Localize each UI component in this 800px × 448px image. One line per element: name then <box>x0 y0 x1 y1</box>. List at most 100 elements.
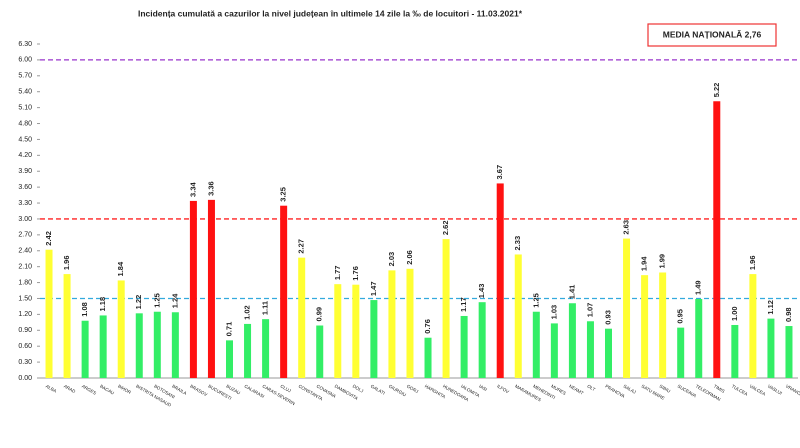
x-tick-label: CLUJ <box>280 384 292 394</box>
x-tick-label: BACAU <box>99 384 115 396</box>
value-label: 1.17 <box>459 297 468 312</box>
bar <box>605 328 612 378</box>
bar <box>695 299 703 378</box>
y-tick-label: 2.40 <box>18 248 32 255</box>
y-tick-label: 1.80 <box>18 279 32 286</box>
bar <box>352 284 360 378</box>
y-tick-label: 4.50 <box>18 136 32 143</box>
x-tick-label: SALAJ <box>622 384 636 395</box>
value-label: 1.03 <box>549 305 558 320</box>
bar <box>623 238 631 378</box>
value-label: 1.18 <box>98 297 107 312</box>
y-tick-label: 0.60 <box>18 343 32 350</box>
bar <box>514 254 522 378</box>
x-tick-label: GIURGIU <box>388 384 407 398</box>
bar <box>424 337 432 378</box>
x-tick-label: OLT <box>586 384 596 393</box>
value-label: 0.98 <box>784 307 793 322</box>
value-label: 0.71 <box>224 322 233 337</box>
value-label: 0.99 <box>315 307 324 322</box>
value-label: 1.84 <box>116 261 125 276</box>
value-label: 0.76 <box>423 319 432 334</box>
x-tick-label: VRANCEA <box>785 384 800 399</box>
bar <box>117 280 125 378</box>
value-label: 0.95 <box>676 309 685 324</box>
value-label: 1.96 <box>62 255 71 270</box>
value-label: 1.47 <box>369 281 378 296</box>
bar <box>767 318 775 378</box>
y-tick-label: 3.90 <box>18 168 32 175</box>
value-label: 1.02 <box>243 305 252 320</box>
y-tick-label: 5.40 <box>18 89 32 96</box>
bar <box>532 311 540 378</box>
value-label: 2.06 <box>405 250 414 265</box>
bar <box>370 300 378 378</box>
bar <box>244 323 252 378</box>
y-tick-label: 3.30 <box>18 200 32 207</box>
value-label: 1.22 <box>134 295 143 310</box>
bar <box>641 275 649 378</box>
annotation-box <box>647 23 777 47</box>
y-tick-label: 0.30 <box>18 359 32 366</box>
value-label: 3.25 <box>279 187 288 202</box>
value-label: 2.33 <box>513 236 522 251</box>
value-label: 1.24 <box>170 293 179 308</box>
bar <box>550 323 558 378</box>
bar <box>478 302 486 378</box>
y-tick-label: 2.10 <box>18 264 32 271</box>
value-label: 2.63 <box>622 220 631 235</box>
x-tick-label: VASLUI <box>767 384 783 396</box>
y-tick-label: 5.10 <box>18 104 32 111</box>
bar <box>280 205 288 378</box>
bar <box>171 312 179 378</box>
bar <box>99 315 107 378</box>
chart-title: Incidența cumulată a cazurilor la nivel … <box>138 8 523 18</box>
value-label: 2.27 <box>297 239 306 254</box>
bar <box>153 311 161 378</box>
y-tick-label: 0.90 <box>18 327 32 334</box>
y-tick-label: 6.30 <box>18 41 32 48</box>
x-tick-label: ARGES <box>81 384 97 396</box>
value-label: 1.43 <box>477 284 486 299</box>
value-label: 2.42 <box>44 231 53 246</box>
bar <box>334 284 342 378</box>
value-label: 0.93 <box>603 310 612 325</box>
bar <box>226 340 233 378</box>
x-tick-label: DOLJ <box>352 384 364 394</box>
x-tick-label: ARAD <box>63 384 77 395</box>
y-tick-label: 2.70 <box>18 232 32 239</box>
x-tick-label: TIMIS <box>713 384 726 394</box>
x-tick-label: TULCEA <box>731 384 749 397</box>
bar <box>135 313 143 378</box>
value-label: 1.94 <box>640 256 649 271</box>
value-label: 1.77 <box>333 266 342 281</box>
value-label: 1.25 <box>531 293 540 308</box>
y-tick-label: 3.00 <box>18 216 32 223</box>
bar <box>45 249 53 378</box>
value-label: 2.62 <box>441 220 450 235</box>
annotation: MEDIA NAȚIONALĂ 2,76 <box>663 29 762 39</box>
x-tick-label: SIBIU <box>659 384 672 394</box>
bar <box>713 101 721 378</box>
bar <box>496 183 504 378</box>
bar <box>63 274 71 378</box>
bar <box>568 303 576 378</box>
bar <box>731 324 739 378</box>
bar <box>316 325 324 378</box>
x-tick-label: BIHOR <box>117 384 132 396</box>
x-tick-label: ILFOV <box>496 384 510 395</box>
value-label: 1.25 <box>152 293 161 308</box>
bar <box>785 326 793 378</box>
bar <box>460 315 468 378</box>
x-tick-label: SUCEAVA <box>677 384 698 399</box>
y-tick-label: 1.50 <box>18 295 32 302</box>
value-label: 2.03 <box>387 252 396 267</box>
bar <box>659 272 667 378</box>
value-label: 1.76 <box>351 266 360 281</box>
value-label: 1.11 <box>261 301 270 315</box>
value-label: 3.36 <box>206 181 215 196</box>
x-tick-label: GORJ <box>406 384 419 395</box>
x-tick-label: IASI <box>478 384 488 393</box>
value-label: 1.41 <box>567 285 576 300</box>
